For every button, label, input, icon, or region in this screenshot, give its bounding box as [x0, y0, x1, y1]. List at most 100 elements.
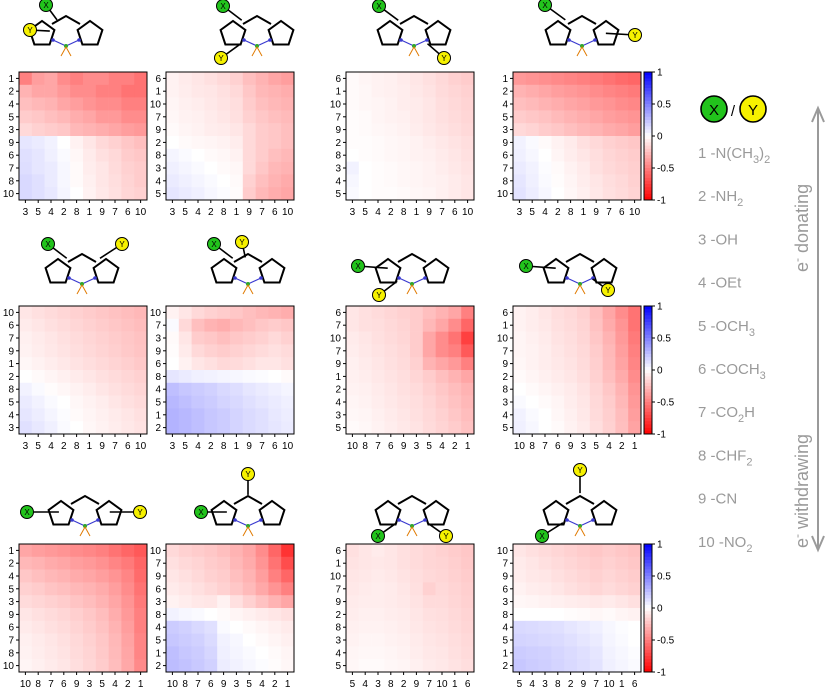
y-substituent-icon: Y: [241, 467, 255, 481]
heatmap-cell: [513, 344, 527, 358]
heatmap-cell: [525, 148, 539, 162]
heatmap-cell: [166, 544, 180, 558]
heatmap-cell: [166, 382, 180, 396]
heatmap-cell: [461, 395, 475, 409]
heatmap-cell: [410, 646, 424, 660]
heatmap-cell: [602, 161, 616, 175]
heatmap-cell: [461, 344, 475, 358]
y-substituent-icon-circle: [573, 463, 587, 477]
heatmap-cell: [358, 357, 372, 371]
y-tick-label: 9: [155, 346, 161, 357]
heatmap-cell: [384, 318, 398, 332]
heatmap-cell: [397, 620, 411, 634]
heatmap-cell: [108, 123, 122, 137]
heatmap-cell: [346, 659, 360, 673]
heatmap-cell: [435, 306, 449, 320]
heatmap-cell: [204, 582, 218, 596]
heatmap-cell: [281, 344, 295, 358]
arrow-up-icon: [811, 105, 825, 123]
heatmap-cell: [44, 331, 58, 345]
colorbar-segment: [644, 325, 652, 329]
y-tick-label: 9: [502, 359, 508, 370]
heatmap-cell: [178, 161, 192, 175]
heatmap-cell: [134, 421, 148, 435]
heatmap-cell: [461, 161, 475, 175]
heatmap-cell: [121, 544, 135, 558]
y-tick-label: 1: [502, 321, 508, 332]
colorbar-tick-label: -0.5: [657, 398, 675, 409]
heatmap-cell: [628, 569, 642, 583]
heatmap-cell: [435, 357, 449, 371]
y-tick-label: 6: [155, 74, 161, 85]
heatmap-cell: [242, 382, 256, 396]
heatmap-cell: [217, 408, 231, 422]
heatmap-cell: [166, 659, 180, 673]
heatmap-cell: [577, 370, 591, 384]
y-tick-label: 3: [155, 597, 161, 608]
heatmap-cell: [448, 659, 462, 673]
heatmap-cell: [121, 569, 135, 583]
x-tick-label: 1: [87, 441, 93, 452]
heatmap-cell: [57, 646, 71, 660]
y-substituent-icon-circle: [133, 505, 147, 519]
x-tick-label: 8: [221, 207, 227, 218]
x-tick-label: 10: [436, 679, 448, 690]
x-substituent-icon: X: [194, 505, 208, 519]
heatmap-cell: [217, 136, 231, 150]
heatmap-cell: [57, 97, 71, 111]
heatmap-cell: [268, 556, 282, 570]
heatmap-cell: [397, 544, 411, 558]
heatmap-cell: [397, 84, 411, 98]
heatmap-cell: [615, 395, 629, 409]
heatmap-cell: [121, 608, 135, 622]
heatmap-cell: [371, 421, 385, 435]
heatmap-cell: [371, 633, 385, 647]
heatmap-cell: [589, 136, 603, 150]
heatmap-cell: [589, 544, 603, 558]
heatmap-cell: [242, 136, 256, 150]
y-tick-label: 4: [335, 176, 341, 187]
x-substituent-icon-label: X: [198, 508, 204, 517]
heatmap-cell: [44, 608, 58, 622]
heatmap-cell: [551, 331, 565, 345]
heatmap-cell: [19, 382, 33, 396]
heatmap-cell: [230, 84, 244, 98]
heatmap-cell: [19, 646, 33, 660]
heatmap-cell: [230, 659, 244, 673]
heatmap-cell: [410, 136, 424, 150]
heatmap-cell: [589, 382, 603, 396]
nitrogen-atom: [423, 276, 427, 280]
y-tick-label: 1: [155, 410, 161, 421]
colorbar-segment: [644, 405, 652, 409]
heatmap-cell: [589, 620, 603, 634]
heatmap-cell: [204, 306, 218, 320]
heatmap-cell: [397, 395, 411, 409]
heatmap-cell: [242, 318, 256, 332]
heatmap-cell: [538, 620, 552, 634]
heatmap-cell: [589, 84, 603, 98]
heatmap-cell: [134, 633, 148, 647]
heatmap-cell: [121, 161, 135, 175]
y-substituent-icon-circle: [214, 51, 228, 65]
heatmap-cell: [577, 659, 591, 673]
heatmap-cell: [525, 582, 539, 596]
x-tick-label: 10: [603, 679, 615, 690]
x-substituent-icon-label: X: [43, 1, 49, 10]
x-tick-label: 6: [555, 441, 561, 452]
heatmap-cell: [602, 395, 616, 409]
y-tick-label: 10: [497, 189, 509, 200]
heatmap-cell: [57, 174, 71, 188]
heatmap-cell: [281, 370, 295, 384]
heatmap-cell: [191, 556, 205, 570]
heatmap-cell: [108, 84, 122, 98]
heatmap-cell: [57, 370, 71, 384]
heatmap-cell: [108, 110, 122, 124]
heatmap-cell: [255, 161, 269, 175]
heatmap-cell: [602, 544, 616, 558]
heatmap-cell: [83, 318, 97, 332]
y-tick-label: 7: [335, 584, 341, 595]
heatmap-cell: [230, 569, 244, 583]
heatmap-cell: [628, 382, 642, 396]
